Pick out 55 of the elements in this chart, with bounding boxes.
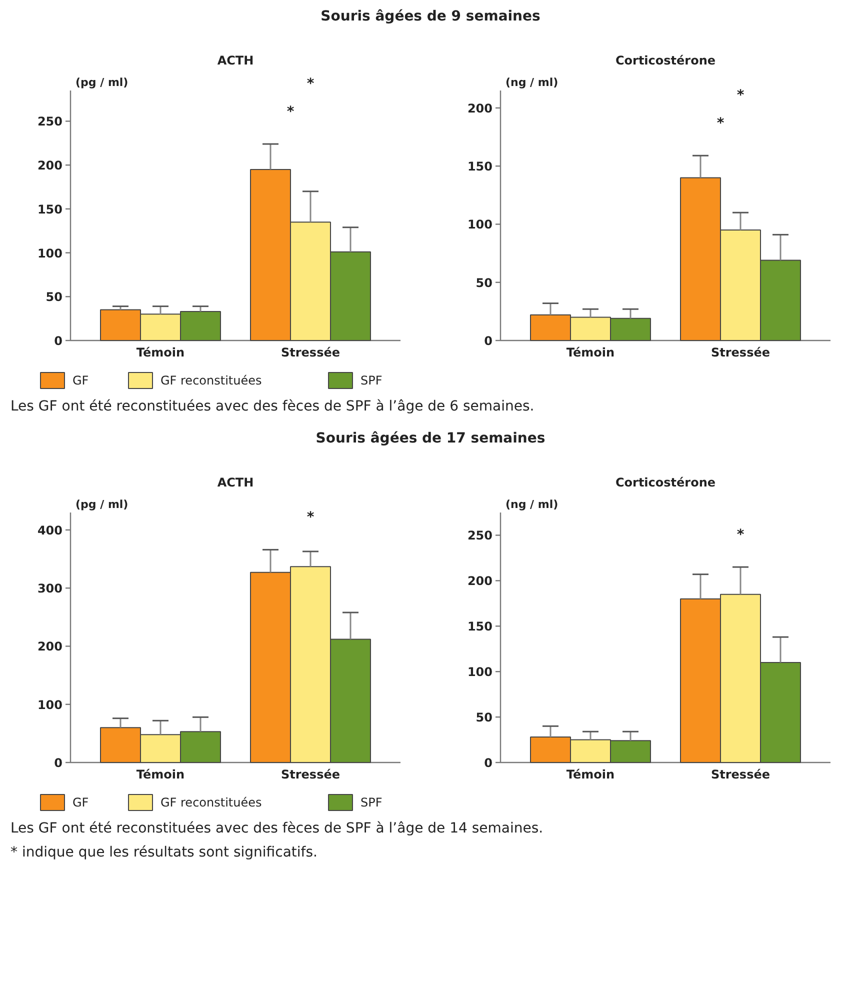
y-tick-label: 200 [467, 101, 493, 116]
y-tick-label: 100 [37, 246, 63, 260]
y-tick-label: 400 [37, 523, 63, 538]
x-tick-label: Témoin [136, 768, 185, 782]
y-tick-label: 100 [37, 698, 63, 712]
y-tick-label: 100 [467, 218, 493, 232]
text: Souris âgées de 9 semaines [320, 8, 540, 24]
x-tick-label: Stressée [711, 768, 770, 782]
legend-label: GF [72, 374, 89, 388]
y-tick-label: 200 [37, 158, 63, 173]
legend-label: GF reconstituées [160, 374, 262, 388]
x-tick-label: Stressée [281, 768, 340, 782]
y-tick-label: 50 [46, 290, 63, 304]
annotation: * [716, 116, 725, 132]
legend-label: SPF [360, 796, 382, 810]
y-tick-label: 0 [484, 334, 493, 348]
chart-title: Corticostérone [615, 476, 716, 490]
text: Les GF ont été reconstituées avec des fèces de SPF à l’âge de 14 semaines. [10, 820, 544, 836]
y-tick-label: 150 [467, 160, 493, 174]
y-tick-label: 0 [484, 756, 493, 770]
legend-label: GF reconstituées [160, 796, 262, 810]
y-tick-label: 50 [476, 710, 493, 725]
x-tick-label: Témoin [136, 346, 185, 360]
x-tick-label: Témoin [566, 768, 615, 782]
y-axis-title: (ng / ml) [506, 76, 558, 89]
y-tick-label: 100 [467, 665, 493, 680]
y-tick-label: 200 [467, 574, 493, 588]
y-tick-label: 300 [37, 582, 63, 596]
text: Les GF ont été reconstituées avec des fèces de SPF à l’âge de 6 semaines. [10, 398, 534, 414]
y-tick-label: 50 [476, 276, 493, 290]
y-tick-label: 250 [467, 528, 493, 543]
y-tick-label: 0 [54, 334, 63, 348]
y-tick-label: 250 [37, 114, 63, 129]
y-tick-label: 200 [37, 640, 63, 654]
y-axis-title: (pg / ml) [76, 498, 128, 511]
y-axis-title: (pg / ml) [76, 76, 128, 89]
text: Souris âgées de 17 semaines [316, 430, 546, 446]
y-tick-label: 150 [37, 202, 63, 216]
x-tick-label: Stressée [711, 346, 770, 360]
chart-title: ACTH [217, 476, 254, 490]
x-tick-label: Témoin [566, 346, 615, 360]
chart-title: ACTH [217, 54, 254, 68]
text: * indique que les résultats sont significatifs. [10, 844, 318, 860]
y-axis-title: (ng / ml) [506, 498, 558, 511]
y-tick-label: 0 [54, 756, 63, 770]
x-tick-label: Stressée [281, 346, 340, 360]
annotation: * [736, 527, 745, 544]
annotation: * [306, 510, 315, 526]
legend-label: GF [72, 796, 89, 810]
annotation: * [306, 76, 315, 92]
legend-label: SPF [360, 374, 382, 388]
annotation: * [286, 104, 295, 120]
annotation: * [736, 88, 745, 104]
y-tick-label: 150 [467, 620, 493, 634]
chart-title: Corticostérone [615, 54, 716, 68]
